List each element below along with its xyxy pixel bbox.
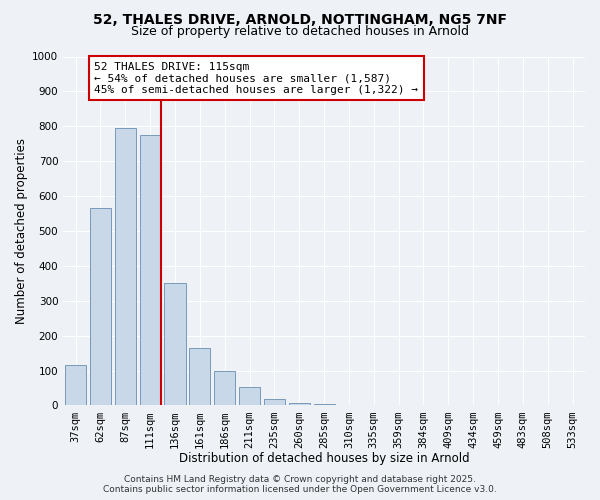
Bar xyxy=(338,405,359,406)
Y-axis label: Number of detached properties: Number of detached properties xyxy=(15,138,28,324)
Bar xyxy=(289,402,310,406)
Bar xyxy=(140,135,161,406)
Bar xyxy=(65,366,86,406)
Bar xyxy=(264,399,285,406)
Bar xyxy=(314,404,335,406)
Bar xyxy=(90,208,111,406)
Bar xyxy=(189,348,211,406)
Bar xyxy=(214,372,235,406)
Text: 52, THALES DRIVE, ARNOLD, NOTTINGHAM, NG5 7NF: 52, THALES DRIVE, ARNOLD, NOTTINGHAM, NG… xyxy=(93,12,507,26)
Text: Contains HM Land Registry data © Crown copyright and database right 2025.
Contai: Contains HM Land Registry data © Crown c… xyxy=(103,474,497,494)
Bar xyxy=(239,388,260,406)
Text: 52 THALES DRIVE: 115sqm
← 54% of detached houses are smaller (1,587)
45% of semi: 52 THALES DRIVE: 115sqm ← 54% of detache… xyxy=(94,62,418,95)
X-axis label: Distribution of detached houses by size in Arnold: Distribution of detached houses by size … xyxy=(179,452,469,465)
Bar xyxy=(115,128,136,406)
Text: Size of property relative to detached houses in Arnold: Size of property relative to detached ho… xyxy=(131,25,469,38)
Bar xyxy=(164,284,185,406)
